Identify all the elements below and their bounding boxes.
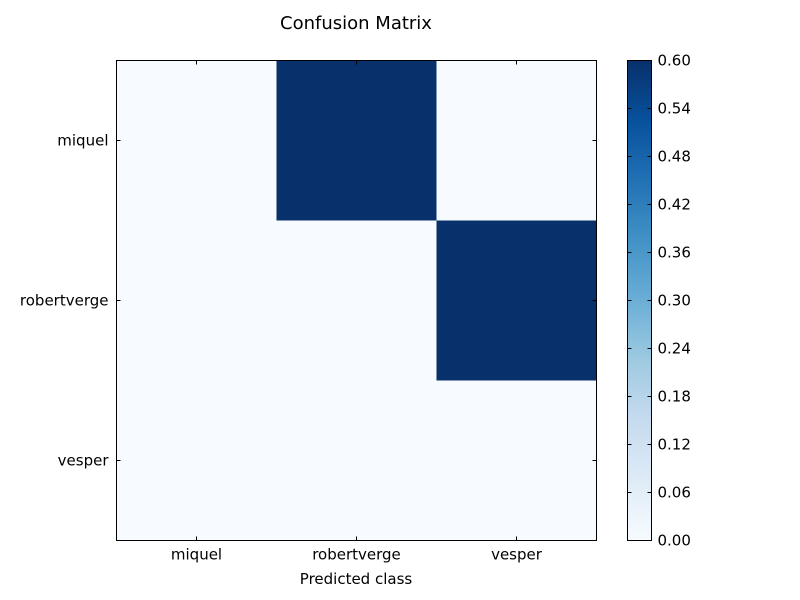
x-axis-label: Predicted class [300,570,413,588]
colorbar-tick-label: 0.36 [658,244,691,262]
chart-title: Confusion Matrix [280,13,432,34]
x-tick-labels: miquel robertverge vesper [171,546,543,564]
colorbar-tick-label: 0.06 [658,484,691,502]
heatmap-cell [116,60,277,221]
heatmap-cell [436,60,597,221]
y-tick-label: miquel [57,132,108,150]
y-tick-label: robertverge [20,292,109,310]
colorbar: 0.00 0.06 0.12 0.18 0.24 0.30 0.36 0.42 0.48 0.54… [627,52,691,550]
y-tick-label: vesper [58,452,110,470]
heatmap-cell [436,220,597,381]
colorbar-tick-label: 0.60 [658,52,691,70]
x-tick-label: miquel [171,546,222,564]
colorbar-tick-label: 0.54 [658,100,691,118]
colorbar-tick-label: 0.24 [658,340,691,358]
x-tick-label: vesper [491,546,543,564]
heatmap-cell [276,60,437,221]
colorbar-tick-label: 0.18 [658,388,691,406]
heatmap-cell [116,380,277,541]
colorbar-ticks: 0.00 0.06 0.12 0.18 0.24 0.30 0.36 0.42 0.48 0.54… [627,52,691,550]
colorbar-tick-label: 0.48 [658,148,691,166]
colorbar-tick-label: 0.42 [658,196,691,214]
heatmap-cells [116,60,597,541]
axis-ticks [116,60,597,541]
y-tick-labels: miquel robertverge vesper [20,132,109,470]
heatmap-cell [436,380,597,541]
colorbar-tick-label: 0.30 [658,292,691,310]
colorbar-tick-label: 0.00 [658,532,691,550]
colorbar-tick-label: 0.12 [658,436,691,454]
heatmap-cell [116,220,277,381]
heatmap-cell [276,380,437,541]
x-tick-label: robertverge [312,546,401,564]
heatmap-cell [276,220,437,381]
